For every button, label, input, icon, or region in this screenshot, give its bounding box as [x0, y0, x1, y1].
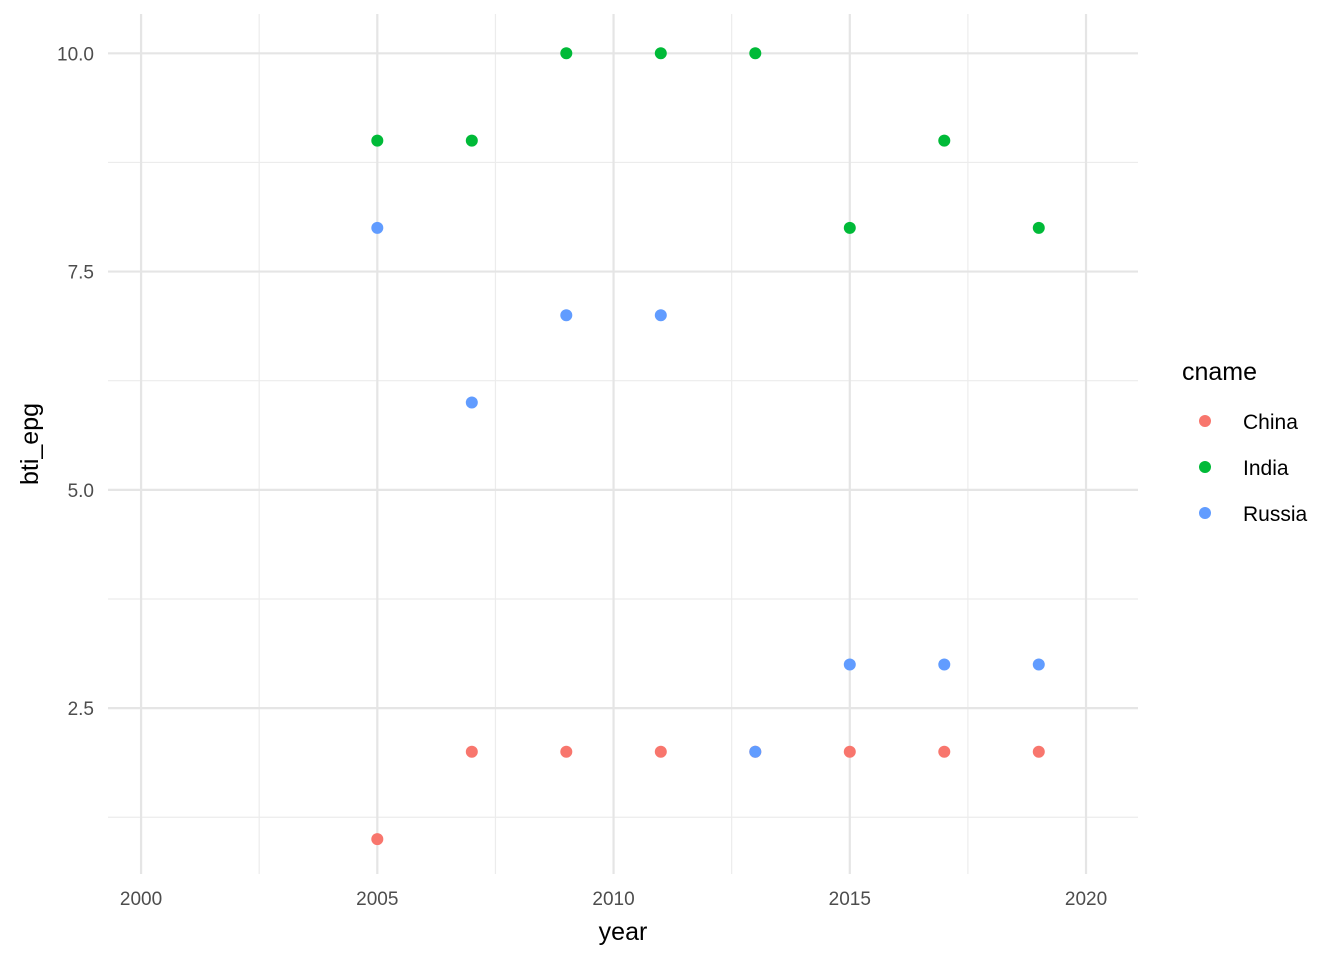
point-russia	[938, 658, 951, 671]
x-tick-label: 2000	[120, 889, 162, 910]
point-russia	[749, 745, 762, 758]
point-india	[654, 47, 667, 60]
point-china	[1032, 745, 1045, 758]
point-india	[371, 134, 384, 147]
point-russia	[465, 396, 478, 409]
x-axis-title: year	[599, 918, 648, 946]
y-tick-label: 10.0	[57, 44, 94, 65]
point-china	[465, 745, 478, 758]
y-tick-label: 5.0	[68, 481, 94, 502]
legend: cname China India Russia	[1182, 358, 1308, 526]
point-china	[560, 745, 573, 758]
y-axis-tick-labels: 2.5 5.0 7.5 10.0	[57, 44, 94, 720]
x-axis-tick-labels: 2000 2005 2010 2015 2020	[120, 889, 1107, 910]
x-tick-label: 2010	[592, 889, 634, 910]
legend-key-india	[1199, 461, 1211, 473]
data-points	[371, 47, 1045, 846]
point-russia	[560, 309, 573, 322]
y-tick-label: 2.5	[68, 699, 94, 720]
point-china	[843, 745, 856, 758]
point-india	[1032, 221, 1045, 234]
legend-items: China India Russia	[1199, 411, 1308, 526]
point-russia	[1032, 658, 1045, 671]
point-india	[749, 47, 762, 60]
point-russia	[371, 221, 384, 234]
point-india	[843, 221, 856, 234]
series-india	[371, 47, 1045, 234]
legend-label-russia: Russia	[1243, 503, 1308, 526]
point-russia	[654, 309, 667, 322]
series-china	[371, 745, 1045, 846]
x-tick-label: 2005	[356, 889, 398, 910]
legend-label-china: China	[1243, 411, 1298, 434]
point-india	[938, 134, 951, 147]
x-tick-label: 2020	[1065, 889, 1107, 910]
point-china	[938, 745, 951, 758]
major-gridlines	[108, 14, 1138, 874]
legend-key-russia	[1199, 507, 1211, 519]
minor-gridlines	[108, 14, 1138, 874]
point-china	[371, 833, 384, 846]
y-tick-label: 7.5	[68, 263, 94, 284]
point-china	[654, 745, 667, 758]
legend-title: cname	[1182, 358, 1257, 386]
point-russia	[843, 658, 856, 671]
legend-key-china	[1199, 415, 1211, 427]
series-russia	[371, 221, 1045, 758]
y-axis-title: bti_epg	[16, 403, 44, 485]
point-india	[560, 47, 573, 60]
legend-label-india: India	[1243, 457, 1289, 480]
x-tick-label: 2015	[829, 889, 871, 910]
point-india	[465, 134, 478, 147]
